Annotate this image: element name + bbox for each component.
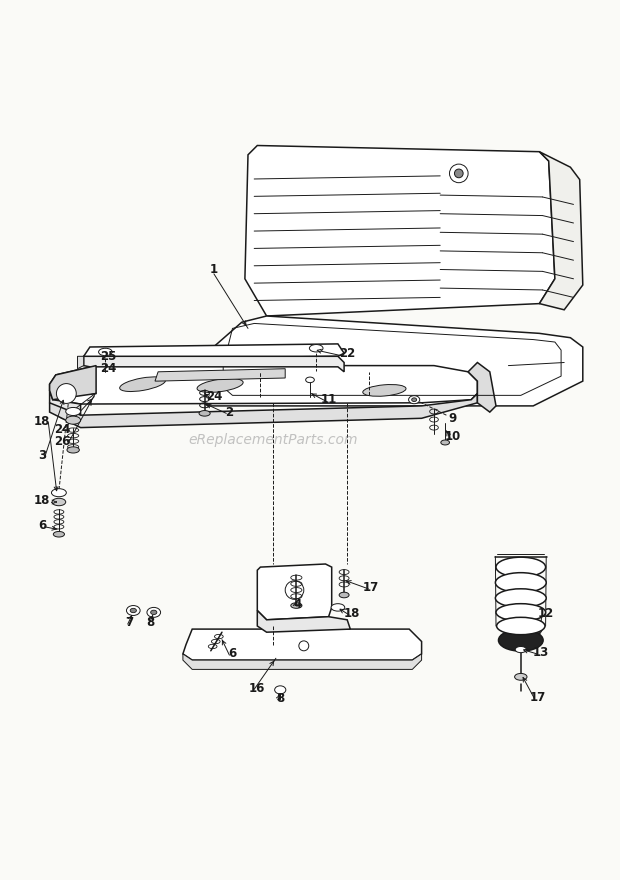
Text: 8: 8: [146, 616, 155, 629]
Text: 24: 24: [54, 423, 70, 436]
Text: 25: 25: [100, 349, 117, 363]
Circle shape: [450, 164, 468, 183]
Text: 1: 1: [210, 263, 218, 276]
Polygon shape: [50, 365, 477, 404]
Polygon shape: [84, 356, 344, 371]
Text: 11: 11: [321, 393, 337, 407]
Circle shape: [454, 169, 463, 178]
Ellipse shape: [67, 447, 79, 453]
Text: 7: 7: [125, 616, 133, 629]
Ellipse shape: [495, 589, 546, 607]
Text: 9: 9: [448, 412, 457, 425]
Text: 17: 17: [530, 691, 546, 704]
Circle shape: [285, 581, 304, 599]
Ellipse shape: [147, 607, 161, 617]
Ellipse shape: [496, 557, 546, 577]
Polygon shape: [539, 151, 583, 310]
Polygon shape: [50, 393, 477, 428]
Ellipse shape: [126, 605, 140, 615]
Text: 12: 12: [538, 607, 554, 620]
Text: 24: 24: [206, 390, 222, 403]
Ellipse shape: [130, 608, 136, 612]
Text: 2: 2: [225, 406, 234, 419]
Ellipse shape: [306, 377, 314, 383]
Polygon shape: [50, 391, 81, 422]
Text: 8: 8: [276, 692, 285, 705]
Ellipse shape: [197, 378, 243, 392]
Ellipse shape: [99, 348, 112, 356]
Text: 18: 18: [34, 495, 50, 507]
Text: 16: 16: [249, 681, 265, 694]
Polygon shape: [257, 611, 350, 632]
Circle shape: [299, 641, 309, 651]
Text: 10: 10: [445, 430, 461, 444]
Text: 26: 26: [54, 436, 70, 449]
Text: 17: 17: [363, 581, 379, 594]
Ellipse shape: [331, 604, 345, 611]
Text: 3: 3: [38, 449, 46, 462]
Ellipse shape: [66, 407, 81, 415]
Ellipse shape: [339, 592, 349, 598]
Ellipse shape: [495, 573, 546, 592]
Text: eReplacementParts.com: eReplacementParts.com: [188, 433, 358, 447]
Ellipse shape: [363, 385, 406, 396]
Text: 6: 6: [228, 648, 237, 660]
Text: 4: 4: [293, 598, 302, 611]
Ellipse shape: [441, 440, 450, 445]
Polygon shape: [84, 344, 344, 359]
Text: 24: 24: [100, 363, 117, 375]
Ellipse shape: [53, 532, 64, 537]
Ellipse shape: [515, 673, 527, 680]
Polygon shape: [192, 316, 583, 406]
Ellipse shape: [51, 488, 66, 496]
Ellipse shape: [497, 618, 545, 634]
Polygon shape: [183, 629, 422, 660]
Ellipse shape: [120, 377, 166, 392]
Text: 6: 6: [38, 519, 46, 532]
Polygon shape: [257, 564, 332, 620]
Polygon shape: [50, 365, 96, 400]
Ellipse shape: [309, 344, 323, 352]
Ellipse shape: [515, 647, 526, 653]
Ellipse shape: [291, 603, 302, 608]
Text: 18: 18: [34, 414, 50, 428]
Text: 22: 22: [339, 347, 355, 360]
Polygon shape: [155, 369, 285, 381]
Polygon shape: [468, 363, 496, 412]
Ellipse shape: [151, 610, 157, 614]
Polygon shape: [183, 654, 422, 670]
Ellipse shape: [275, 686, 286, 694]
Ellipse shape: [199, 411, 210, 416]
Text: 13: 13: [533, 646, 549, 659]
Text: 18: 18: [343, 607, 360, 620]
Circle shape: [56, 384, 76, 403]
Ellipse shape: [52, 498, 66, 506]
Polygon shape: [245, 145, 555, 316]
Ellipse shape: [409, 396, 420, 404]
Ellipse shape: [66, 416, 81, 424]
Polygon shape: [78, 356, 84, 369]
Ellipse shape: [496, 604, 546, 621]
Ellipse shape: [412, 398, 417, 401]
Ellipse shape: [498, 629, 543, 651]
